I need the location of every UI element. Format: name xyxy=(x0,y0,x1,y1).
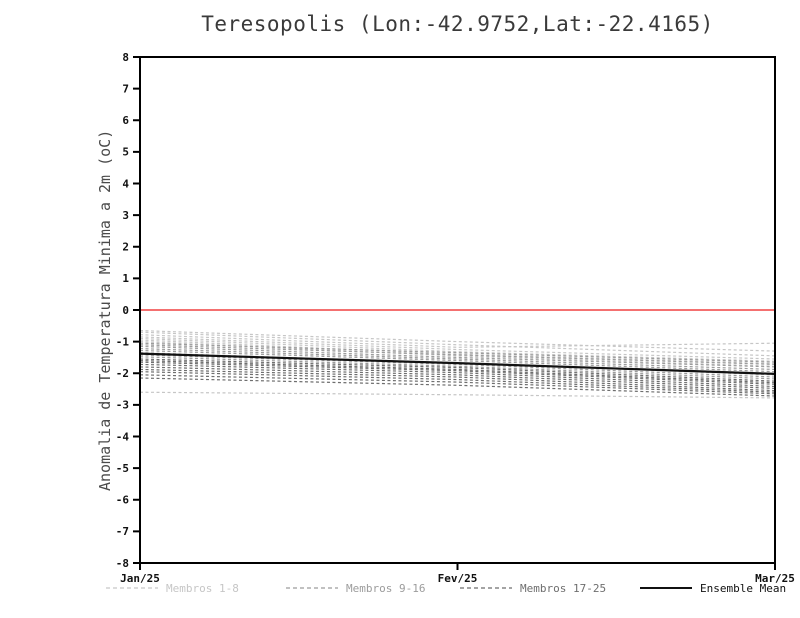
ensemble-member-line xyxy=(139,361,776,385)
y-tick-label: 2 xyxy=(122,241,129,254)
legend-label: Ensemble Mean xyxy=(700,582,786,595)
ensemble-member-line xyxy=(139,347,776,371)
legend-label: Membros 9-16 xyxy=(346,582,425,595)
ensemble-member-line xyxy=(139,356,776,380)
y-tick-label: 5 xyxy=(122,146,129,159)
ensemble-member-line xyxy=(139,349,776,373)
ensemble-member-line xyxy=(139,368,776,392)
y-tick-label: 7 xyxy=(122,82,129,95)
ensemble-member-line xyxy=(139,371,776,393)
ensemble-member-line xyxy=(139,354,776,378)
ensemble-member-line xyxy=(139,336,776,360)
ensemble-member-line xyxy=(139,366,776,390)
ensemble-member-line xyxy=(139,339,776,365)
y-tick-label: -5 xyxy=(116,462,129,475)
y-tick-label: -6 xyxy=(116,494,130,507)
y-tick-label: 3 xyxy=(122,209,129,222)
chart-title: Teresopolis (Lon:-42.9752,Lat:-22.4165) xyxy=(201,12,714,36)
ensemble-member-line xyxy=(139,337,776,362)
x-tick-label: Mar/25 xyxy=(755,572,795,585)
legend-label: Membros 1-8 xyxy=(166,582,239,595)
ensemble-mean-line xyxy=(139,352,776,375)
ensemble-member-line xyxy=(139,374,776,395)
y-tick-label: 4 xyxy=(122,177,129,190)
ensemble-member-line xyxy=(139,360,776,384)
y-tick-label: 0 xyxy=(122,304,129,317)
legend-label: Membros 17-25 xyxy=(520,582,606,595)
ensemble-member-line xyxy=(139,331,776,357)
ensemble-member-line xyxy=(139,329,776,352)
ensemble-member-line xyxy=(139,377,776,397)
y-tick-label: 6 xyxy=(122,114,129,127)
y-tick-label: -8 xyxy=(116,557,129,570)
ensemble-member-line xyxy=(139,358,776,382)
y-tick-label: 1 xyxy=(122,272,129,285)
ensemble-member-line xyxy=(139,334,776,348)
y-tick-label: -4 xyxy=(116,430,130,443)
y-tick-label: -1 xyxy=(116,335,130,348)
ensemble-member-line xyxy=(139,342,776,363)
y-tick-label: -7 xyxy=(116,525,129,538)
y-tick-label: -2 xyxy=(116,367,129,380)
ensemble-member-line xyxy=(139,391,776,399)
y-tick-label: 8 xyxy=(122,51,129,64)
ensemble-member-line xyxy=(139,345,776,368)
ensemble-member-line xyxy=(139,363,776,388)
x-tick-label: Jan/25 xyxy=(120,572,160,585)
x-tick-label: Fev/25 xyxy=(438,572,478,585)
ensemble-member-line xyxy=(139,344,776,365)
y-tick-label: -3 xyxy=(116,399,129,412)
